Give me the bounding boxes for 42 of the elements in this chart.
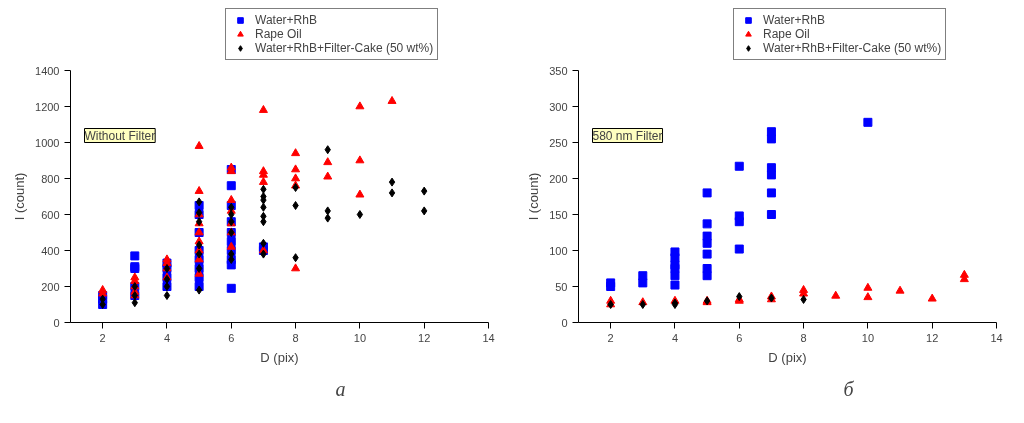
x-tick-label: 10 (353, 331, 367, 344)
x-tick-label: 14 (990, 331, 1003, 344)
y-axis-title: I (count) (526, 172, 542, 221)
legend-label: Rape Oil (255, 27, 302, 41)
y-tick-label: 600 (41, 208, 60, 221)
y-tick-label: 1200 (35, 100, 60, 113)
x-tick-label: 10 (861, 331, 875, 344)
x-tick-label: 4 (671, 331, 679, 344)
y-tick-label: 200 (549, 172, 568, 185)
y-tick-label: 400 (41, 244, 60, 257)
legend-label: Water+RhB+Filter-Cake (50 wt%) (763, 41, 942, 55)
legend-label: Water+RhB (255, 13, 317, 27)
x-tick-label: 12 (418, 331, 431, 344)
x-tick-label: 2 (99, 331, 106, 344)
y-tick-label: 150 (549, 208, 568, 221)
y-axis-title: I (count) (12, 172, 28, 221)
x-tick-label: 2 (607, 331, 614, 344)
legend-label: Water+RhB (763, 13, 825, 27)
y-tick-label: 1000 (35, 136, 60, 149)
y-tick-label: 350 (549, 64, 568, 77)
x-tick-label: 8 (800, 331, 807, 344)
y-tick-label: 100 (549, 244, 568, 257)
x-axis-title: D (pix) (768, 349, 807, 365)
x-axis-title: D (pix) (260, 349, 299, 365)
x-tick-label: 6 (228, 331, 235, 344)
y-tick-label: 50 (555, 280, 568, 293)
y-tick-label: 0 (561, 316, 568, 329)
text: а (335, 377, 346, 400)
x-tick-label: 8 (292, 331, 299, 344)
y-tick-label: 200 (41, 280, 60, 293)
y-tick-label: 800 (41, 172, 60, 185)
x-tick-label: 14 (482, 331, 495, 344)
y-tick-label: 300 (549, 100, 568, 113)
x-tick-label: 6 (736, 331, 743, 344)
x-tick-label: 12 (926, 331, 939, 344)
y-tick-label: 250 (549, 136, 568, 149)
legend-label: Water+RhB+Filter-Cake (50 wt%) (255, 41, 434, 55)
x-tick-label: 4 (163, 331, 171, 344)
legend-label: Rape Oil (763, 27, 810, 41)
y-tick-label: 0 (53, 316, 60, 329)
y-tick-label: 1400 (35, 64, 60, 77)
text: б (843, 377, 855, 400)
